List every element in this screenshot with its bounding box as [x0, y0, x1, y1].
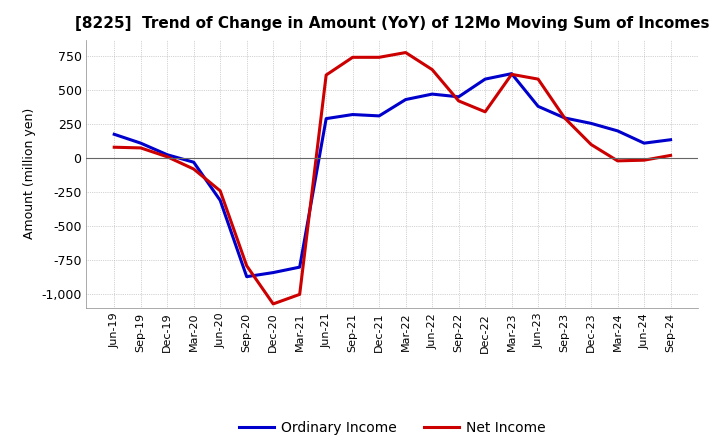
Net Income: [295, 292, 304, 297]
Ordinary Income: [560, 115, 569, 121]
Net Income: [613, 158, 622, 164]
Ordinary Income: [348, 112, 357, 117]
Ordinary Income: [587, 121, 595, 126]
Net Income: [454, 98, 463, 103]
Ordinary Income: [481, 77, 490, 82]
Ordinary Income: [428, 92, 436, 97]
Net Income: [666, 153, 675, 158]
Ordinary Income: [163, 152, 171, 158]
Ordinary Income: [640, 140, 649, 146]
Net Income: [428, 67, 436, 72]
Ordinary Income: [295, 264, 304, 270]
Ordinary Income: [136, 140, 145, 146]
Net Income: [322, 73, 330, 78]
Net Income: [640, 158, 649, 163]
Ordinary Income: [216, 198, 225, 203]
Ordinary Income: [269, 270, 277, 275]
Net Income: [401, 50, 410, 55]
Ordinary Income: [110, 132, 119, 137]
Ordinary Income: [401, 97, 410, 102]
Net Income: [216, 188, 225, 194]
Line: Net Income: Net Income: [114, 52, 670, 304]
Y-axis label: Amount (million yen): Amount (million yen): [22, 108, 35, 239]
Ordinary Income: [375, 113, 384, 118]
Net Income: [560, 115, 569, 121]
Ordinary Income: [613, 128, 622, 133]
Net Income: [110, 145, 119, 150]
Ordinary Income: [534, 104, 542, 109]
Legend: Ordinary Income, Net Income: Ordinary Income, Net Income: [233, 415, 552, 440]
Net Income: [243, 263, 251, 268]
Net Income: [587, 142, 595, 147]
Net Income: [375, 55, 384, 60]
Net Income: [163, 154, 171, 159]
Net Income: [189, 166, 198, 172]
Ordinary Income: [243, 274, 251, 279]
Net Income: [534, 77, 542, 82]
Ordinary Income: [508, 71, 516, 76]
Ordinary Income: [666, 137, 675, 143]
Net Income: [269, 301, 277, 307]
Title: [8225]  Trend of Change in Amount (YoY) of 12Mo Moving Sum of Incomes: [8225] Trend of Change in Amount (YoY) o…: [75, 16, 710, 32]
Line: Ordinary Income: Ordinary Income: [114, 73, 670, 277]
Ordinary Income: [322, 116, 330, 121]
Ordinary Income: [454, 94, 463, 99]
Net Income: [136, 145, 145, 150]
Net Income: [481, 109, 490, 114]
Ordinary Income: [189, 160, 198, 165]
Net Income: [508, 72, 516, 77]
Net Income: [348, 55, 357, 60]
